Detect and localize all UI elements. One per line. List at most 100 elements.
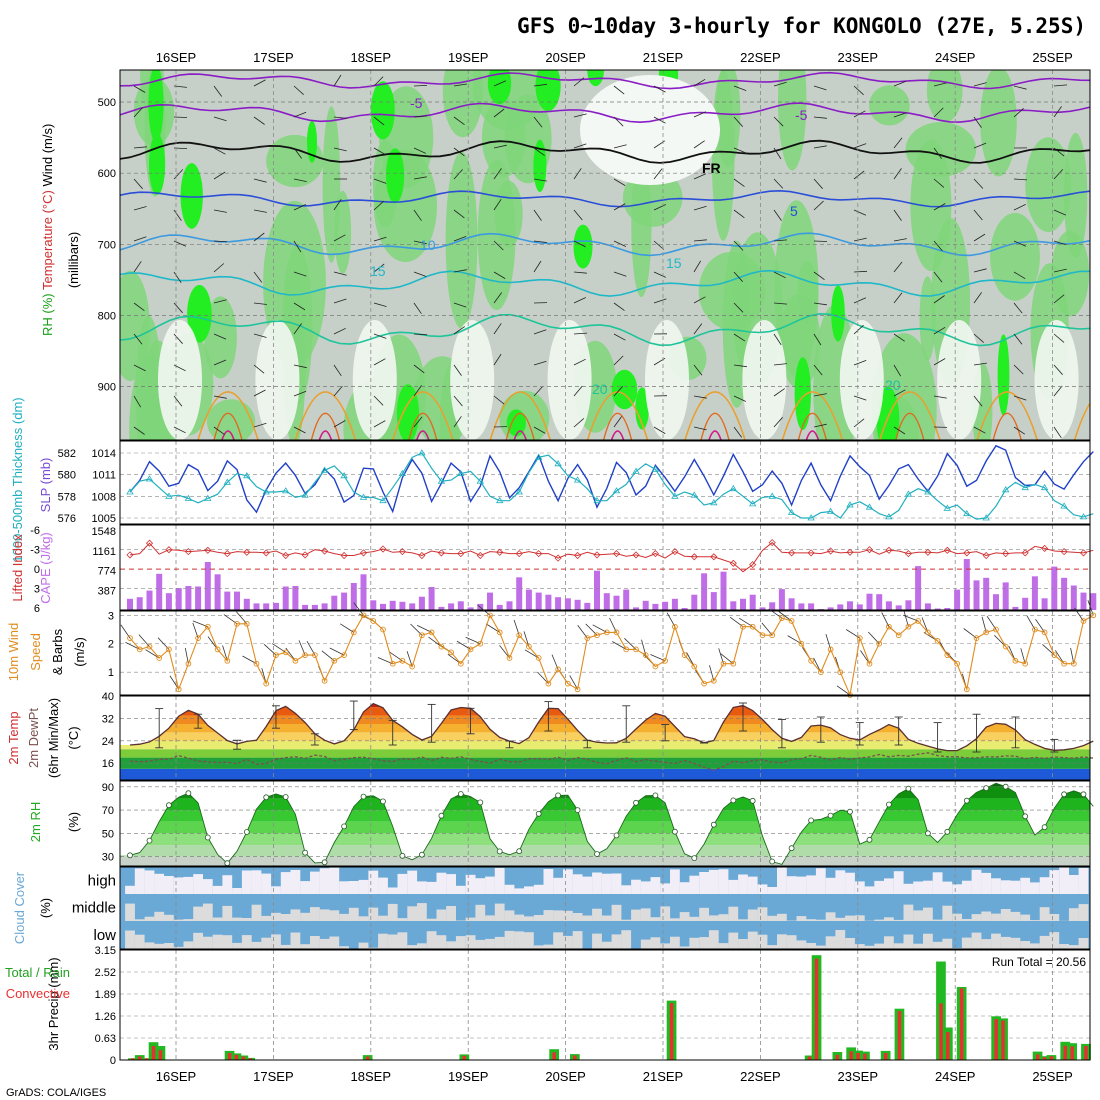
wind-barb [893, 209, 902, 221]
cloud-cover-bar [815, 868, 826, 894]
cape-bar [165, 593, 172, 610]
cloud-cover-bar [348, 881, 359, 894]
cloud-cover-bar [961, 880, 972, 894]
cape-bar [993, 594, 999, 610]
rh-moist-patch [980, 70, 1017, 177]
cape-bar [623, 589, 630, 610]
wind-barb [853, 270, 868, 273]
cloud-cover-bar [368, 907, 379, 921]
wind-speed-point [253, 660, 260, 667]
wind-barb [413, 85, 428, 87]
wind-barb [493, 395, 505, 405]
wind-speed-point [1002, 643, 1009, 650]
cloud-cover-bar [1049, 932, 1060, 949]
cloud-cover-bar [796, 940, 807, 949]
cloud-row-label: low [93, 927, 116, 944]
cloud-cover-bar [417, 903, 427, 921]
cloud-cover-bar [465, 935, 476, 949]
wind-barb [493, 144, 507, 149]
rh-saturated-patch [831, 285, 845, 342]
cloud-cover-bar [563, 935, 573, 949]
wind-barb [373, 116, 385, 126]
wind-barb [613, 240, 626, 247]
cape-bar [448, 603, 455, 610]
wind-barb [933, 295, 945, 304]
temp-bands [120, 703, 1090, 780]
wind-barb [333, 271, 347, 276]
cloud-cover-bar [494, 867, 505, 894]
wind-barb [853, 297, 867, 304]
wind-speed-point [944, 652, 951, 658]
thickness-point [826, 507, 835, 514]
cloud-cover-bar [358, 942, 369, 949]
rh-point [380, 798, 386, 805]
wind-speed-point [1070, 660, 1077, 667]
wind-barb [213, 85, 223, 97]
thickness-point [398, 469, 407, 477]
wind-barb [853, 395, 867, 401]
cross-section-ylabel: RH (%) Temperature (°C) Wind (m/s) [40, 124, 55, 336]
contour-label: 15 [370, 263, 386, 279]
wind-speed-point [127, 635, 133, 641]
cloud-cover-bar [660, 943, 671, 949]
cloud-cover-bar [592, 908, 602, 921]
wind-barb [1053, 426, 1062, 439]
wind-barb [413, 302, 422, 314]
wind-ylabel-line: 10m Wind [6, 623, 21, 682]
wind-barb [1053, 268, 1067, 273]
contour-label: 15 [666, 255, 682, 271]
cloud-cover-bar [874, 919, 885, 921]
cloud-cover-bar [524, 932, 534, 949]
wind-barb [813, 145, 827, 149]
cape-bar [457, 601, 464, 610]
rh-point [925, 830, 931, 837]
cloud-cover-bar [290, 932, 301, 949]
cloud-cover-bar [339, 913, 349, 921]
rh-point [613, 832, 620, 839]
rh-dry-patch [255, 320, 300, 440]
cape-bar [127, 598, 133, 610]
wind-barb [733, 116, 743, 127]
cloud-cover-bar [134, 934, 145, 949]
cloud-cover-bar [407, 906, 418, 921]
rh-moist-patch [494, 180, 523, 248]
wind-speed-point [1061, 660, 1067, 667]
run-total-label: Run Total = 20.56 [992, 955, 1087, 969]
cloud-cover-bar [436, 935, 447, 949]
wind-barb [253, 178, 267, 183]
wind-barb [133, 333, 143, 345]
contour-label: -5 [410, 95, 423, 111]
contour-label: 20 [592, 381, 608, 397]
precip-convective-bar [227, 1053, 232, 1060]
precip-convective-bar [573, 1055, 577, 1060]
wind-barb [853, 209, 867, 216]
cloud-cover-bar [378, 933, 388, 949]
precip-convective-bar [131, 1058, 135, 1060]
wind-barb [693, 173, 707, 180]
thickness-point [612, 487, 621, 494]
wind-barb [733, 333, 746, 342]
cloud-cover-bar [280, 872, 291, 894]
cloud-cover-bar [796, 876, 807, 894]
precip-convective-bar [1001, 1020, 1005, 1060]
wind-barb [573, 113, 587, 118]
wind-barb [773, 333, 782, 346]
temp-contour-30 [408, 412, 438, 440]
lifted-index-point [593, 551, 601, 559]
cape-bar [983, 577, 990, 610]
rh-moist-patch [778, 293, 821, 389]
wind-barb [213, 171, 226, 180]
cape-bar [409, 603, 416, 610]
wind-barb [893, 292, 903, 304]
rh-point [438, 812, 445, 819]
wind-speed-point [292, 657, 299, 664]
wind-barb [933, 82, 947, 87]
cloud-cover-bar [611, 873, 622, 894]
lifted-index-point [184, 548, 192, 556]
precip-convective-bar [248, 1058, 252, 1060]
wind-barb [853, 170, 865, 180]
cloud-cover-bar [1068, 875, 1079, 894]
cape-bar [856, 604, 863, 610]
date-label-top: 17SEP [253, 50, 293, 65]
wind-speed-point [273, 652, 279, 658]
